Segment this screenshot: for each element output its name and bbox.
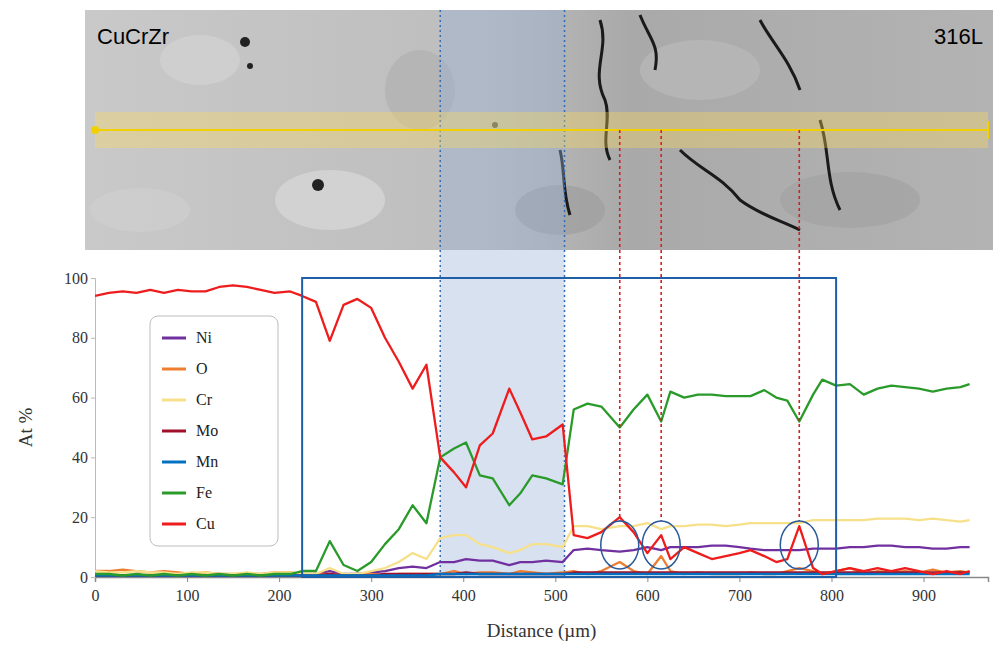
x-tick: 700 bbox=[728, 577, 752, 604]
pore bbox=[312, 179, 324, 191]
legend-label: Fe bbox=[196, 484, 212, 501]
x-tick-label: 700 bbox=[728, 587, 752, 604]
y-tick-label: 20 bbox=[72, 509, 88, 526]
y-axis: 0 20 40 60 80 100 bbox=[64, 270, 96, 586]
x-tick-label: 800 bbox=[820, 587, 844, 604]
series-line bbox=[95, 556, 970, 575]
series-line bbox=[95, 285, 970, 574]
y-tick-label: 40 bbox=[72, 449, 88, 466]
band-edge bbox=[439, 10, 441, 577]
x-tick: 500 bbox=[544, 577, 568, 604]
x-tick: 200 bbox=[268, 577, 292, 604]
grain-patch bbox=[780, 172, 920, 228]
crack bbox=[680, 150, 800, 230]
y-tick-mark bbox=[91, 517, 95, 518]
series-lines bbox=[95, 285, 970, 575]
y-tick-label: 0 bbox=[80, 569, 88, 586]
y-tick: 60 bbox=[72, 389, 95, 406]
y-tick-mark bbox=[91, 577, 95, 578]
marker-line bbox=[798, 130, 800, 521]
x-axis-title: Distance (µm) bbox=[487, 620, 597, 642]
x-tick-label: 300 bbox=[360, 587, 384, 604]
x-tick: 800 bbox=[820, 577, 844, 604]
region-box bbox=[302, 278, 836, 577]
band-edge bbox=[564, 10, 566, 577]
legend-label: Cu bbox=[196, 515, 215, 532]
legend-label: Mo bbox=[196, 422, 218, 439]
legend-swatch bbox=[162, 368, 186, 371]
marker-line bbox=[619, 130, 621, 521]
y-tick-mark bbox=[91, 457, 95, 458]
legend: Ni O Cr Mo Mn Fe Cu bbox=[150, 316, 278, 546]
legend-swatch bbox=[162, 337, 186, 340]
marker-line bbox=[660, 130, 662, 521]
legend-swatch bbox=[162, 399, 186, 402]
legend-swatch bbox=[162, 430, 186, 433]
x-tick: 600 bbox=[636, 577, 660, 604]
x-tick-label: 400 bbox=[452, 587, 476, 604]
marker-ellipse bbox=[780, 521, 818, 569]
y-tick-mark bbox=[91, 398, 95, 399]
y-tick-label: 60 bbox=[72, 389, 88, 406]
image-label: CuCrZr bbox=[97, 24, 169, 49]
legend-box bbox=[150, 316, 278, 546]
y-tick: 80 bbox=[72, 329, 95, 346]
y-tick-label: 100 bbox=[64, 270, 88, 287]
y-tick-mark bbox=[91, 338, 95, 339]
grain-patch bbox=[90, 188, 190, 232]
legend-swatch bbox=[162, 492, 186, 495]
scan-line bbox=[95, 129, 988, 131]
x-tick-label: 600 bbox=[636, 587, 660, 604]
x-tick-label: 900 bbox=[912, 587, 936, 604]
x-tick: 900 bbox=[912, 577, 936, 604]
grain-patch bbox=[160, 35, 240, 85]
legend-label: Cr bbox=[196, 391, 213, 408]
crack bbox=[640, 15, 656, 70]
x-tick-mark bbox=[279, 577, 280, 582]
y-tick-label: 80 bbox=[72, 329, 88, 346]
x-axis: 0 100 200 300 400 500 600 700 800 900 bbox=[92, 577, 989, 604]
y-tick: 40 bbox=[72, 449, 95, 466]
grain-patch bbox=[640, 40, 760, 100]
legend-label: O bbox=[196, 360, 208, 377]
crack bbox=[760, 20, 800, 90]
x-tick: 300 bbox=[360, 577, 384, 604]
x-tick-label: 200 bbox=[268, 587, 292, 604]
legend-swatch bbox=[162, 523, 186, 526]
x-tick: 100 bbox=[176, 577, 200, 604]
y-tick-mark bbox=[91, 278, 95, 279]
x-tick-label: 100 bbox=[176, 587, 200, 604]
scan-start bbox=[91, 126, 99, 134]
y-tick: 0 bbox=[80, 569, 95, 586]
pore bbox=[240, 37, 250, 47]
legend-label: Mn bbox=[196, 453, 218, 470]
scan-end bbox=[987, 121, 989, 139]
marker-ellipse bbox=[642, 521, 680, 569]
y-tick: 100 bbox=[64, 270, 95, 287]
marker-ellipse bbox=[601, 521, 639, 569]
x-tick-label: 0 bbox=[92, 587, 100, 604]
legend-label: Ni bbox=[196, 329, 213, 346]
scan-band bbox=[95, 112, 988, 148]
x-tick-mark bbox=[924, 577, 925, 582]
x-tick: 400 bbox=[452, 577, 476, 604]
pore bbox=[247, 63, 253, 69]
x-tick: 0 bbox=[92, 577, 100, 604]
image-label: 316L bbox=[934, 24, 983, 49]
x-axis-line bbox=[96, 578, 989, 583]
y-axis-line bbox=[91, 279, 96, 578]
legend-swatch bbox=[162, 461, 186, 464]
x-tick-label: 500 bbox=[544, 587, 568, 604]
x-tick-mark bbox=[187, 577, 188, 582]
y-tick: 20 bbox=[72, 509, 95, 526]
y-axis-title: At % bbox=[15, 408, 36, 448]
chart-root: CuCrZr 316L 0 100 200 300 400 500 600 700 800 900 0 2… bbox=[0, 0, 996, 651]
grain-patch bbox=[275, 170, 385, 230]
